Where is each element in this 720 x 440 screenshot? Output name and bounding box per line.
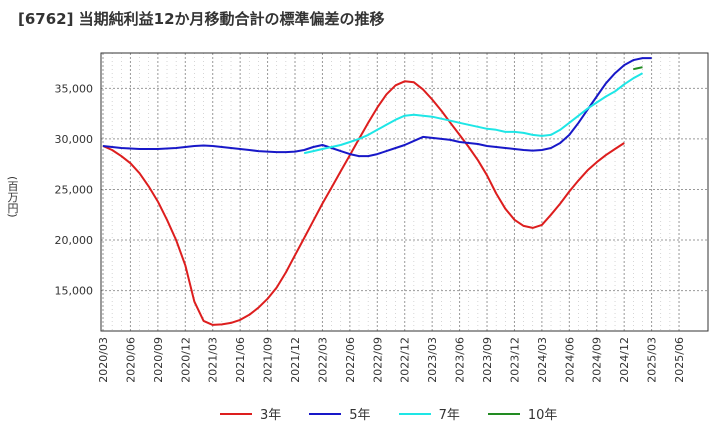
legend-label: 3年 bbox=[260, 408, 282, 423]
y-tick-label: 20,000 bbox=[55, 234, 94, 247]
x-tick-label: 2022/06 bbox=[344, 337, 357, 383]
x-tick-label: 2020/09 bbox=[152, 337, 165, 383]
x-tick-label: 2021/09 bbox=[262, 337, 275, 383]
x-tick-label: 2021/12 bbox=[289, 337, 302, 383]
y-axis-label: (百万円) bbox=[6, 176, 19, 218]
series-line-10年 bbox=[633, 66, 643, 71]
x-tick-label: 2023/09 bbox=[481, 337, 494, 383]
legend-swatch bbox=[220, 412, 252, 415]
x-tick-label: 2025/03 bbox=[646, 337, 659, 383]
x-tick-label: 2020/06 bbox=[124, 337, 137, 383]
series-line-7年 bbox=[303, 72, 643, 155]
series-line-5年 bbox=[102, 57, 652, 158]
y-tick-label: 15,000 bbox=[55, 285, 94, 298]
x-tick-label: 2024/06 bbox=[563, 337, 576, 383]
x-tick-label: 2022/12 bbox=[399, 337, 412, 383]
legend-swatch bbox=[487, 412, 520, 415]
x-tick-label: 2023/06 bbox=[454, 337, 467, 383]
series-layer bbox=[102, 57, 652, 326]
legend-label: 7年 bbox=[438, 408, 460, 423]
x-tick-labels: 2020/03 2020/06 2020/09 2020/12 2021/03 2021/… bbox=[97, 337, 686, 383]
legend-item: 10年 bbox=[487, 404, 558, 423]
x-tick-label: 2021/03 bbox=[207, 337, 220, 383]
x-tick-label: 2022/03 bbox=[316, 337, 329, 383]
x-tick-label: 2024/09 bbox=[591, 337, 604, 383]
legend-item: 5年 bbox=[309, 404, 371, 423]
y-tick-label: 35,000 bbox=[55, 82, 94, 95]
x-tick-label: 2025/06 bbox=[673, 337, 686, 383]
legend-item: 7年 bbox=[398, 404, 460, 423]
x-tick-label: 2024/03 bbox=[536, 337, 549, 383]
x-tick-label: 2020/12 bbox=[179, 337, 192, 383]
x-tick-label: 2020/03 bbox=[97, 337, 110, 383]
grid bbox=[101, 53, 708, 331]
x-tick-label: 2024/12 bbox=[618, 337, 631, 383]
legend-swatch bbox=[309, 412, 342, 415]
x-tick-label: 2023/03 bbox=[426, 337, 439, 383]
y-tick-label: 25,000 bbox=[55, 183, 94, 196]
x-tick-label: 2022/09 bbox=[371, 337, 384, 383]
chart-title: [6762] 当期純利益12か月移動合計の標準偏差の推移 bbox=[18, 10, 385, 28]
y-tick-label: 30,000 bbox=[55, 133, 94, 146]
legend-item: 3年 bbox=[220, 404, 281, 423]
legend: 3年 5年 7年 10年 bbox=[220, 404, 557, 423]
legend-label: 5年 bbox=[349, 408, 371, 423]
series-line-3年 bbox=[102, 80, 625, 326]
plot-frame bbox=[100, 52, 709, 332]
legend-swatch bbox=[398, 412, 431, 415]
y-tick-labels: 15,000 20,000 25,000 30,000 35,000 bbox=[55, 82, 94, 297]
legend-label: 10年 bbox=[527, 408, 558, 423]
x-tick-label: 2023/12 bbox=[508, 337, 521, 383]
x-tick-label: 2021/06 bbox=[234, 337, 247, 383]
